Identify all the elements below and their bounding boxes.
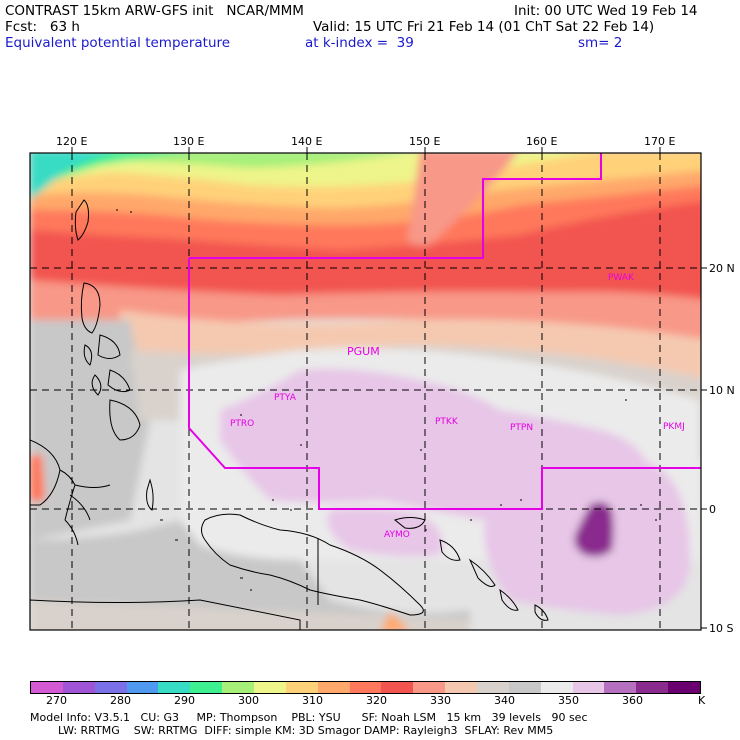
colorbar-label: 350 (558, 694, 579, 707)
colorbar (30, 681, 701, 694)
valid-time: Valid: 15 UTC Fri 21 Feb 14 (01 ChT Sat … (313, 19, 655, 35)
boundary-outline (188, 153, 701, 510)
colorbar-swatch (636, 682, 669, 693)
colorbar-swatch (668, 682, 701, 693)
colorbar-label: 300 (238, 694, 259, 707)
colorbar-swatch (31, 682, 63, 693)
map-frame (29, 152, 702, 631)
colorbar-swatch (381, 682, 414, 693)
colorbar-swatch (222, 682, 255, 693)
colorbar-label: 340 (494, 694, 515, 707)
station-label: PTPN (510, 423, 534, 433)
colorbar-swatch (254, 682, 286, 693)
colorbar-swatch (477, 682, 509, 693)
colorbar-swatch (572, 682, 605, 693)
station-label: PGUM (347, 345, 380, 358)
colorbar-swatch (158, 682, 191, 693)
smoothing: sm= 2 (578, 35, 623, 51)
coastlines (30, 199, 657, 630)
colorbar-label: 330 (430, 694, 451, 707)
field-name: Equivalent potential temperature (5, 35, 231, 51)
station-label: PTRO (230, 419, 255, 429)
lat-label: 10 S (709, 622, 734, 635)
init-time: Init: 00 UTC Wed 19 Feb 14 (514, 3, 698, 19)
lon-label: 120 E (56, 135, 88, 148)
station-label: PKMJ (663, 422, 685, 432)
colorbar-swatch (540, 682, 573, 693)
colorbar-swatch (126, 682, 159, 693)
colorbar-swatch (285, 682, 318, 693)
colorbar-label: 290 (174, 694, 195, 707)
colorbar-label: 320 (366, 694, 387, 707)
colorbar-swatch (349, 682, 382, 693)
lat-label: 0 (709, 503, 716, 516)
colorbar-label: 280 (110, 694, 131, 707)
model-title: CONTRAST 15km ARW-GFS init NCAR/MMM (5, 3, 304, 19)
colorbar-swatch (94, 682, 127, 693)
colorbar-label: 360 (622, 694, 643, 707)
station-label: PTYA (274, 393, 296, 403)
level-index: at k-index = 39 (305, 35, 414, 51)
model-info-line2: LW: RRTMG SW: RRTMG DIFF: simple KM: 3D … (30, 724, 554, 737)
colorbar-swatch (413, 682, 446, 693)
graticule (30, 153, 701, 630)
forecast-hour: Fcst: 63 h (5, 19, 80, 35)
station-label: PTKK (435, 417, 458, 427)
lon-label: 130 E (173, 135, 205, 148)
colorbar-swatch (62, 682, 95, 693)
colorbar-swatch (445, 682, 478, 693)
lat-label: 20 N (709, 262, 735, 275)
station-label: PWAK (608, 273, 634, 283)
lon-label: 150 E (409, 135, 441, 148)
lon-label: 140 E (291, 135, 323, 148)
colorbar-swatch (317, 682, 350, 693)
colorbar-swatch (604, 682, 637, 693)
colorbar-label: 270 (46, 694, 67, 707)
colorbar-unit: K (698, 694, 706, 707)
lon-label: 170 E (644, 135, 676, 148)
colorbar-label: 310 (302, 694, 323, 707)
model-info-line1: Model Info: V3.5.1 CU: G3 MP: Thompson P… (30, 711, 588, 724)
tick-marks (71, 147, 707, 629)
theta-e-field (30, 153, 701, 630)
lat-label: 10 N (709, 384, 735, 397)
colorbar-swatch (508, 682, 541, 693)
colorbar-swatch (190, 682, 223, 693)
lon-label: 160 E (526, 135, 558, 148)
station-label: AYMO (384, 530, 410, 540)
